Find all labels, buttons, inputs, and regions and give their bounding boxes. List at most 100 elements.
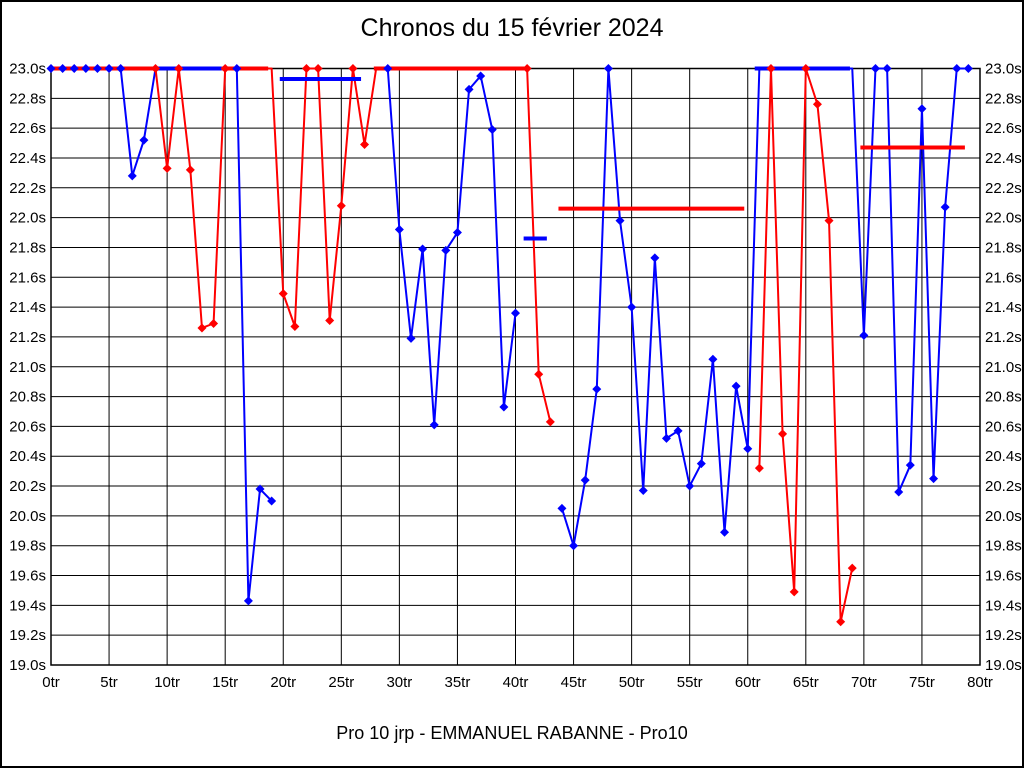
y-tick-label: 20.4s <box>9 448 46 465</box>
y-tick-label: 19.4s <box>9 597 46 614</box>
data-point-diamond <box>476 71 486 81</box>
data-point-diamond <box>557 503 567 513</box>
data-point-diamond <box>789 587 799 597</box>
data-point-diamond <box>963 64 973 73</box>
x-tick-label: 80tr <box>967 674 993 691</box>
y-tick-label: 21.8s <box>9 239 46 256</box>
x-tick-label: 10tr <box>154 674 180 691</box>
x-tick-label: 60tr <box>735 674 761 691</box>
data-point-diamond <box>929 474 939 484</box>
data-point-diamond <box>104 64 114 73</box>
data-point-diamond <box>569 541 579 551</box>
y-tick-label: 19.0s <box>9 657 46 674</box>
data-point-diamond <box>69 64 79 73</box>
blue-laps-markers <box>46 64 973 606</box>
data-point-diamond <box>127 171 137 181</box>
y-tick-label: 21.2s <box>985 329 1022 346</box>
data-point-diamond <box>313 64 323 73</box>
x-tick-label: 40tr <box>503 674 529 691</box>
data-point-diamond <box>499 402 509 412</box>
chart-title: Chronos du 15 février 2024 <box>360 14 664 42</box>
red-laps-lines <box>51 67 854 623</box>
data-point-diamond <box>325 316 335 326</box>
y-tick-label: 19.6s <box>985 568 1022 585</box>
y-tick-label: 20.8s <box>9 389 46 406</box>
y-tick-label: 22.4s <box>9 150 46 167</box>
data-point-diamond <box>452 228 462 238</box>
data-point-diamond <box>418 244 428 254</box>
y-tick-label: 21.6s <box>9 269 46 286</box>
data-point-diamond <box>185 165 195 175</box>
data-point-diamond <box>441 245 451 255</box>
data-point-diamond <box>278 289 288 299</box>
data-point-diamond <box>673 426 683 436</box>
data-point-diamond <box>232 64 242 73</box>
chart-footer: Pro 10 jrp - EMMANUEL RABANNE - Pro10 <box>336 723 688 743</box>
grid-lines <box>50 68 981 666</box>
data-point-diamond <box>754 463 764 473</box>
y-tick-label: 22.0s <box>985 210 1022 227</box>
data-point-diamond <box>394 225 404 235</box>
data-point-diamond <box>720 527 730 537</box>
data-point-diamond <box>360 140 370 150</box>
data-point-diamond <box>650 253 660 263</box>
data-point-diamond <box>301 64 311 73</box>
y-tick-label: 20.6s <box>9 418 46 435</box>
data-point-diamond <box>870 64 880 73</box>
data-point-diamond <box>406 333 416 343</box>
data-point-diamond <box>615 216 625 226</box>
y-tick-label: 21.8s <box>985 239 1022 256</box>
data-point-diamond <box>429 420 439 430</box>
data-point-diamond <box>209 319 219 329</box>
x-tick-label: 25tr <box>328 674 354 691</box>
y-tick-label: 20.8s <box>985 389 1022 406</box>
y-tick-label: 22.4s <box>985 150 1022 167</box>
x-tick-label: 45tr <box>561 674 587 691</box>
data-point-diamond <box>255 484 265 494</box>
data-point-diamond <box>731 381 741 391</box>
y-tick-label: 20.2s <box>9 478 46 495</box>
data-point-diamond <box>290 321 300 331</box>
data-point-diamond <box>812 99 822 109</box>
data-point-diamond <box>58 64 68 73</box>
y-tick-label: 20.4s <box>985 448 1022 465</box>
x-tick-label: 20tr <box>270 674 296 691</box>
data-point-diamond <box>46 64 56 73</box>
y-tick-label: 22.8s <box>9 90 46 107</box>
data-point-diamond <box>940 202 950 212</box>
data-point-diamond <box>511 308 520 318</box>
x-tick-label: 75tr <box>909 674 935 691</box>
data-point-diamond <box>162 163 172 173</box>
x-tick-label: 30tr <box>386 674 412 691</box>
data-point-diamond <box>464 84 474 94</box>
data-point-diamond <box>580 475 590 485</box>
data-point-diamond <box>522 64 532 73</box>
data-point-diamond <box>847 563 857 573</box>
y-tick-label: 20.2s <box>985 478 1022 495</box>
y-tick-label: 22.8s <box>985 90 1022 107</box>
y-tick-label: 20.0s <box>985 508 1022 525</box>
blue-laps-run <box>51 67 273 602</box>
data-point-diamond <box>801 64 811 73</box>
y-axis-labels-right: 23.0s 22.8s 22.6s 22.4s 22.2s 22.0s 21.8s 21.6s… <box>985 61 1022 675</box>
y-tick-label: 21.4s <box>9 299 46 316</box>
y-tick-label: 19.4s <box>985 597 1022 614</box>
data-point-diamond <box>243 596 253 606</box>
data-point-diamond <box>81 64 91 73</box>
y-tick-label: 21.0s <box>985 359 1022 376</box>
x-tick-label: 35tr <box>445 674 471 691</box>
y-tick-label: 23.0s <box>9 61 46 78</box>
data-point-diamond <box>638 486 648 496</box>
y-tick-label: 19.8s <box>985 538 1022 555</box>
y-tick-label: 20.6s <box>985 418 1022 435</box>
y-tick-label: 19.8s <box>9 538 46 555</box>
data-point-diamond <box>766 64 776 73</box>
x-tick-label: 50tr <box>619 674 645 691</box>
data-point-diamond <box>859 330 869 340</box>
y-tick-label: 22.2s <box>985 180 1022 197</box>
x-tick-label: 15tr <box>212 674 238 691</box>
data-point-diamond <box>139 135 149 145</box>
x-tick-label: 0tr <box>42 674 60 691</box>
